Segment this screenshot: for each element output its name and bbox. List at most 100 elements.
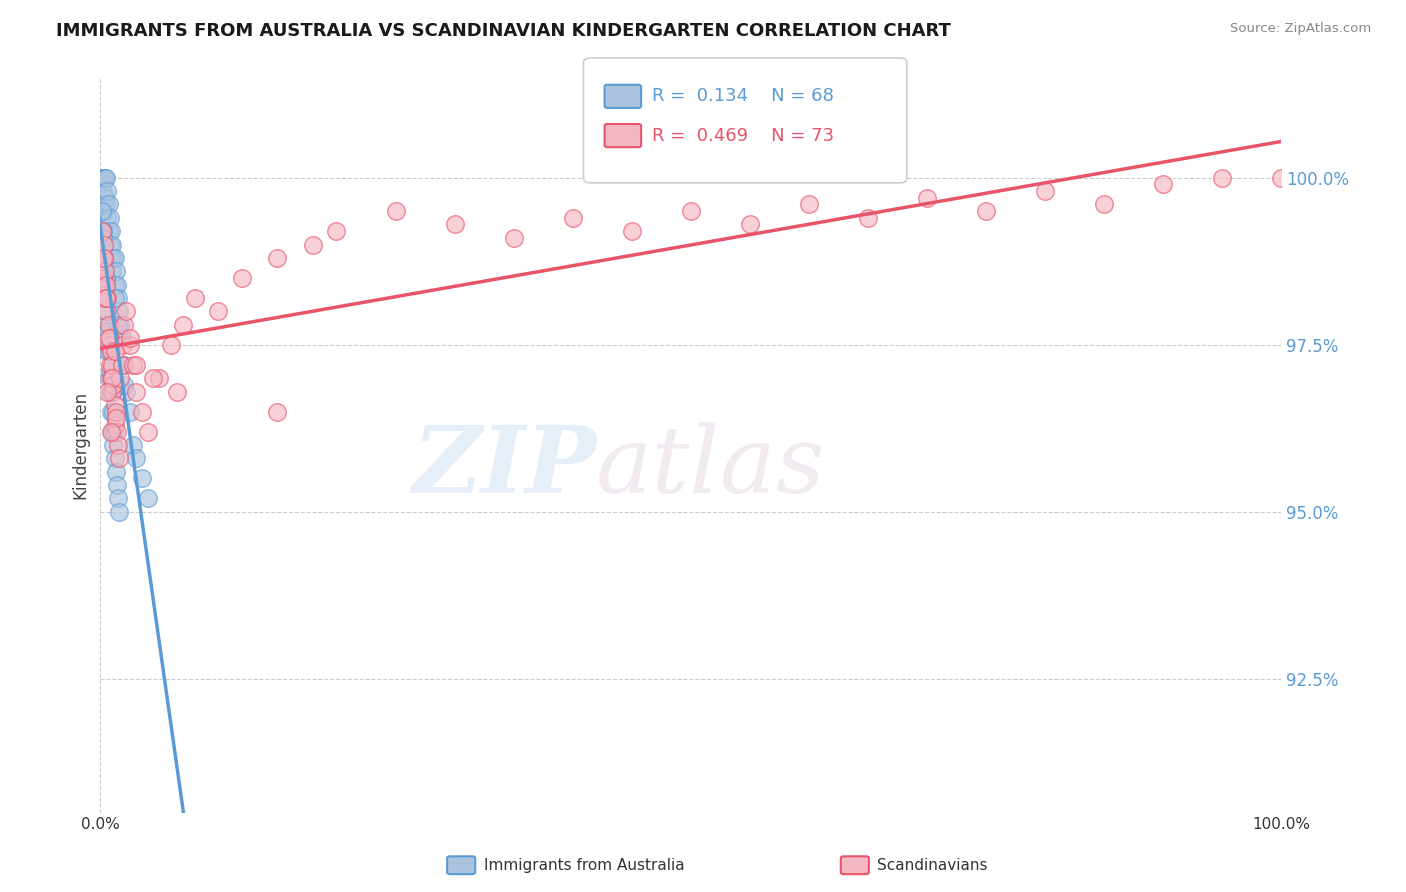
Point: [93, 251, 115, 265]
Text: IMMIGRANTS FROM AUSTRALIA VS SCANDINAVIAN KINDERGARTEN CORRELATION CHART: IMMIGRANTS FROM AUSTRALIA VS SCANDINAVIA…: [56, 22, 950, 40]
Point: [101, 237, 124, 252]
Point: [101, 358, 124, 372]
Point: [561, 211, 583, 225]
Point: [1033, 184, 1056, 198]
Point: [98, 211, 121, 225]
Point: [443, 218, 465, 232]
Point: [101, 264, 124, 278]
Point: [110, 318, 132, 332]
Point: [136, 491, 159, 506]
Point: [98, 384, 121, 399]
Point: [100, 384, 122, 399]
Point: [1152, 178, 1174, 192]
Point: [94, 264, 117, 278]
Point: [93, 204, 115, 219]
Text: R =  0.134    N = 68: R = 0.134 N = 68: [652, 87, 834, 105]
Point: [103, 438, 125, 452]
Point: [131, 471, 153, 485]
Point: [103, 344, 125, 359]
Point: [118, 331, 141, 345]
Point: [98, 237, 121, 252]
Point: [96, 318, 118, 332]
Point: [97, 325, 120, 339]
Point: [148, 371, 170, 385]
Point: [101, 404, 124, 418]
Point: [100, 425, 122, 439]
Point: [96, 304, 118, 318]
Point: [1092, 197, 1115, 211]
Point: [96, 197, 118, 211]
Point: [93, 251, 115, 265]
Point: [118, 404, 141, 418]
Point: [96, 304, 118, 318]
Point: [103, 377, 125, 392]
Point: [91, 184, 114, 198]
Point: [98, 344, 121, 359]
Point: [302, 237, 325, 252]
Text: Scandinavians: Scandinavians: [877, 858, 988, 872]
Point: [97, 337, 120, 351]
Point: [103, 451, 125, 466]
Point: [115, 384, 138, 399]
Point: [104, 411, 127, 425]
Point: [94, 291, 117, 305]
Point: [108, 304, 131, 318]
Point: [91, 271, 114, 285]
Point: [125, 384, 148, 399]
Y-axis label: Kindergarten: Kindergarten: [72, 391, 89, 499]
Text: Source: ZipAtlas.com: Source: ZipAtlas.com: [1230, 22, 1371, 36]
Point: [136, 425, 159, 439]
Point: [207, 304, 229, 318]
Point: [108, 505, 131, 519]
Point: [266, 251, 288, 265]
Point: [915, 191, 938, 205]
Point: [101, 371, 124, 385]
Point: [112, 377, 135, 392]
Point: [160, 337, 183, 351]
Point: [107, 491, 129, 506]
Point: [679, 204, 702, 219]
Point: [96, 271, 118, 285]
Point: [104, 404, 127, 418]
Point: [974, 204, 997, 219]
Point: [105, 425, 128, 439]
Point: [115, 304, 138, 318]
Point: [122, 358, 145, 372]
Point: [93, 170, 115, 185]
Point: [100, 224, 122, 238]
Point: [103, 417, 125, 432]
Text: R =  0.469    N = 73: R = 0.469 N = 73: [652, 127, 835, 145]
Point: [90, 170, 112, 185]
Point: [96, 344, 118, 359]
Point: [91, 231, 114, 245]
Point: [172, 318, 194, 332]
Point: [110, 371, 132, 385]
Point: [96, 291, 118, 305]
Point: [110, 331, 132, 345]
Point: [97, 197, 120, 211]
Point: [131, 404, 153, 418]
Point: [98, 358, 121, 372]
Point: [90, 224, 112, 238]
Text: atlas: atlas: [596, 422, 825, 512]
Point: [97, 318, 120, 332]
Point: [103, 251, 125, 265]
Point: [112, 358, 135, 372]
Point: [384, 204, 406, 219]
Point: [96, 170, 118, 185]
Point: [97, 331, 120, 345]
Point: [100, 371, 122, 385]
Point: [107, 291, 129, 305]
Point: [107, 318, 129, 332]
Point: [98, 337, 121, 351]
Point: [107, 438, 129, 452]
Point: [856, 211, 879, 225]
Point: [797, 197, 820, 211]
Point: [110, 358, 132, 372]
Point: [96, 384, 118, 399]
Point: [97, 371, 120, 385]
Point: [108, 451, 131, 466]
Point: [118, 337, 141, 351]
Point: [93, 277, 115, 292]
Point: [93, 264, 115, 278]
